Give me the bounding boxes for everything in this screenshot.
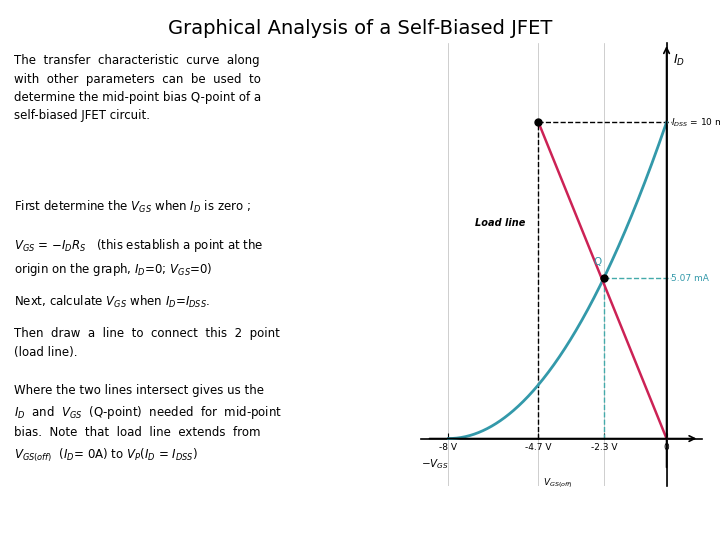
Text: Then  draw  a  line  to  connect  this  2  point
(load line).: Then draw a line to connect this 2 point… [14,327,280,359]
Text: 5.07 mA: 5.07 mA [672,274,709,283]
Text: Graphical Analysis of a Self-Biased JFET: Graphical Analysis of a Self-Biased JFET [168,19,552,38]
Text: Load line: Load line [475,219,526,228]
Text: Q: Q [593,257,601,267]
Text: First determine the $V_{GS}$ when $I_D$ is zero ;: First determine the $V_{GS}$ when $I_D$ … [14,199,251,215]
Text: $I_{DSS}$ = 10 mA: $I_{DSS}$ = 10 mA [672,116,720,129]
Text: The  transfer  characteristic  curve  along
with  other  parameters  can  be  us: The transfer characteristic curve along … [14,54,261,123]
Text: $-V_{GS}$: $-V_{GS}$ [421,457,449,471]
Text: $I_D$: $I_D$ [673,53,685,68]
Text: Where the two lines intersect gives us the
$I_D$  and  $V_{GS}$  (Q-point)  need: Where the two lines intersect gives us t… [14,384,282,463]
Text: $V_{GS(off)}$: $V_{GS(off)}$ [543,476,572,490]
Text: $V_{GS}$ = $-I_D R_S$   (this establish a point at the
origin on the graph, $I_D: $V_{GS}$ = $-I_D R_S$ (this establish a … [14,237,264,278]
Text: Next, calculate $V_{GS}$ when $I_D$=$I_{DSS}$.: Next, calculate $V_{GS}$ when $I_D$=$I_{… [14,294,210,310]
